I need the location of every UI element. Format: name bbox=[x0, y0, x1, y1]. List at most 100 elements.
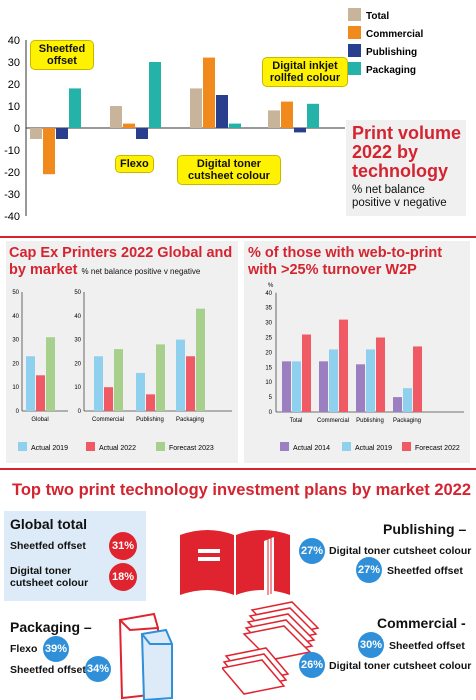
chart3-bar-1-0 bbox=[292, 361, 301, 412]
chart3-bar-0-3 bbox=[393, 397, 402, 412]
chart2-legend-swatch-0 bbox=[18, 442, 27, 451]
chart2-ytick-label-a: 20 bbox=[12, 361, 19, 367]
publishing-item-2-label: Sheetfed offset bbox=[387, 565, 463, 577]
chart1-title: Print volume 2022 by technology bbox=[352, 123, 462, 181]
chart1-bar-1-2 bbox=[203, 57, 215, 128]
chart1-ytick-label: -10 bbox=[4, 145, 20, 157]
chart2-bar-1-0 bbox=[36, 375, 45, 411]
chart1-bar-0-3 bbox=[268, 110, 280, 128]
chart2-bar-0-1 bbox=[94, 356, 103, 411]
packaging-heading: Packaging – bbox=[10, 619, 92, 635]
chart1-ytick-label: 0 bbox=[14, 123, 20, 135]
chart2-ytick-label-a: 50 bbox=[12, 290, 19, 296]
chart2-title-text: Cap Ex Printers 2022 Global and by marke… bbox=[9, 245, 233, 278]
chart2-subtitle: % net balance positive v negative bbox=[81, 267, 201, 276]
chart3-bar-2-3 bbox=[413, 346, 422, 412]
chart1-bar-0-1 bbox=[110, 106, 122, 128]
chart1-bar-2-3 bbox=[294, 128, 306, 133]
chart3-bar-2-0 bbox=[302, 334, 311, 412]
chart3-bar-2-2 bbox=[376, 337, 385, 412]
chart3-legend-swatch-1 bbox=[342, 442, 351, 451]
packaging-item-1-pct: 39% bbox=[43, 636, 69, 662]
chart2-legend-swatch-1 bbox=[86, 442, 95, 451]
chart3-bar-1-1 bbox=[329, 349, 338, 412]
chart3-xtick-label: Packaging bbox=[393, 418, 421, 424]
commercial-item-2-pct: 26% bbox=[299, 652, 325, 678]
chart2-legend-swatch-2 bbox=[156, 442, 165, 451]
chart1-subtitle: % net balance positive v negative bbox=[352, 184, 447, 209]
commercial-item-1-label: Sheetfed offset bbox=[389, 640, 465, 652]
chart2-title: Cap Ex Printers 2022 Global and by marke… bbox=[9, 245, 237, 280]
chart2-bar-0-3 bbox=[176, 339, 185, 411]
chart1-legend-swatch-3 bbox=[348, 62, 361, 75]
packaging-item-2-pct: 34% bbox=[85, 656, 111, 682]
chart3-ylabel: % bbox=[268, 283, 274, 289]
callout-digital-toner: Digital toner cutsheet colour bbox=[177, 155, 281, 185]
chart3-bar-2-1 bbox=[339, 319, 348, 412]
chart3-bar-0-0 bbox=[282, 361, 291, 412]
chart3-xtick-label: Commercial bbox=[317, 418, 349, 424]
chart3-ytick-label: 20 bbox=[265, 350, 272, 356]
chart2-xtick-label: Commercial bbox=[92, 417, 124, 423]
chart1-bar-2-1 bbox=[136, 128, 148, 139]
divider-1 bbox=[0, 236, 476, 238]
global-item-2-label: Digital toner cutsheet colour bbox=[10, 565, 89, 589]
chart1-bar-0-2 bbox=[190, 88, 202, 128]
publishing-item-1-pct: 27% bbox=[299, 538, 325, 564]
chart1-ytick-label: -30 bbox=[4, 189, 20, 201]
chart3-ytick-label: 0 bbox=[269, 410, 273, 416]
chart2-bar-2-1 bbox=[114, 349, 123, 411]
chart2-bar-0-0 bbox=[26, 356, 35, 411]
chart3-legend-label-1: Actual 2019 bbox=[355, 445, 392, 452]
chart3-legend-swatch-0 bbox=[280, 442, 289, 451]
chart1-ytick-label: -40 bbox=[4, 211, 20, 223]
chart1-bar-1-3 bbox=[281, 101, 293, 128]
capex-chart: 0 0 10 10 20 20 30 30 40 40 50 50 Global Commercial Pu… bbox=[12, 290, 232, 452]
infographic-title: Top two print technology investment plan… bbox=[12, 481, 472, 499]
global-total-heading: Global total bbox=[10, 516, 87, 532]
chart1-bar-3-2 bbox=[229, 123, 241, 128]
chart3-legend-label-0: Actual 2014 bbox=[293, 445, 330, 452]
chart3-ytick-label: 35 bbox=[265, 306, 272, 312]
chart1-legend-swatch-2 bbox=[348, 44, 361, 57]
chart2-ytick-label-b: 30 bbox=[74, 338, 81, 344]
chart1-bar-0-0 bbox=[30, 128, 42, 139]
chart2-bar-1-1 bbox=[104, 387, 113, 411]
chart3-bar-1-3 bbox=[403, 388, 412, 412]
commercial-item-1-pct: 30% bbox=[358, 632, 384, 658]
callout-sheetfed-offset: Sheetfed offset bbox=[30, 40, 94, 70]
chart2-ytick-label-a: 30 bbox=[12, 338, 19, 344]
chart2-bar-1-2 bbox=[146, 394, 155, 411]
print-volume-chart: 40 30 20 10 0 -10 -20 -30 -40 Total Commercial Publ… bbox=[4, 8, 423, 223]
chart3-ytick-label: 30 bbox=[265, 321, 272, 327]
chart3-ytick-label: 10 bbox=[265, 380, 272, 386]
paper-stack-icon bbox=[222, 601, 320, 695]
chart2-ytick-label-b: 40 bbox=[74, 314, 81, 320]
chart1-legend-label-3: Packaging bbox=[366, 65, 416, 76]
chart1-legend-label-0: Total bbox=[366, 11, 389, 22]
chart1-title-box: Print volume 2022 by technology % net ba… bbox=[346, 120, 466, 216]
chart1-ytick-label: -20 bbox=[4, 167, 20, 179]
callout-digital-inkjet: Digital inkjet rollfed colour bbox=[262, 57, 348, 87]
chart3-bar-1-2 bbox=[366, 349, 375, 412]
chart2-bar-2-2 bbox=[156, 344, 165, 411]
chart2-legend-label-0: Actual 2019 bbox=[31, 445, 68, 452]
chart3-ytick-label: 5 bbox=[269, 395, 273, 401]
chart2-bar-2-3 bbox=[196, 308, 205, 411]
chart1-ytick-label: 20 bbox=[8, 79, 20, 91]
chart1-legend-label-1: Commercial bbox=[366, 29, 423, 40]
chart3-ytick-label: 25 bbox=[265, 336, 272, 342]
chart1-bar-3-3 bbox=[307, 103, 319, 128]
chart3-xtick-label: Publishing bbox=[356, 418, 384, 424]
chart3-panel bbox=[244, 241, 470, 463]
chart2-bar-0-2 bbox=[136, 372, 145, 411]
commercial-heading: Commercial - bbox=[377, 615, 466, 631]
chart2-ytick-label-b: 10 bbox=[74, 385, 81, 391]
chart3-ytick-label: 15 bbox=[265, 365, 272, 371]
chart1-bar-2-2 bbox=[216, 95, 228, 128]
chart1-bar-3-1 bbox=[149, 62, 161, 128]
packaging-item-2-label: Sheetfed offset bbox=[10, 664, 86, 676]
publishing-item-1-label: Digital toner cutsheet colour bbox=[329, 545, 472, 557]
callout-flexo: Flexo bbox=[115, 155, 154, 173]
divider-2 bbox=[0, 468, 476, 470]
